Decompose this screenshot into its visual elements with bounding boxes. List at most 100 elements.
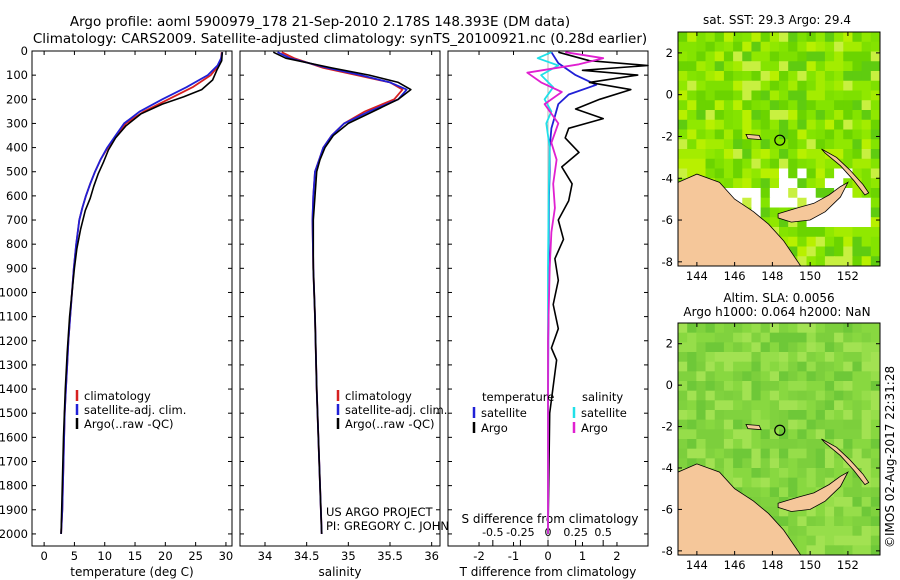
map-cell (769, 410, 780, 421)
map-cell (760, 51, 771, 62)
map-cell (834, 178, 844, 189)
map-cell (843, 217, 854, 228)
map-cell (834, 545, 844, 555)
map-cell (852, 71, 863, 82)
map-cell (797, 139, 808, 150)
y-tick-label: 500 (6, 165, 28, 179)
map-cell (815, 390, 826, 401)
map-cell (742, 487, 753, 498)
map-cell (797, 439, 808, 450)
map-cell (870, 71, 880, 82)
map-cell (779, 410, 789, 421)
map-x-tick-label: 150 (799, 269, 821, 283)
map-cell (861, 371, 872, 382)
map-cell (824, 419, 835, 430)
map-cell (843, 110, 854, 121)
map-cell (678, 110, 688, 121)
map-cell (760, 361, 771, 372)
s-axis-label: S difference from climatology (462, 512, 639, 526)
map-cell (779, 439, 789, 450)
y-tick-label: 1800 (0, 479, 28, 493)
map-cell (733, 178, 743, 189)
map-cell (861, 516, 872, 527)
map-cell (815, 61, 826, 72)
map-cell (852, 236, 863, 248)
map-cell (815, 419, 826, 430)
map-cell (870, 458, 880, 469)
map-cell (852, 110, 863, 121)
map-cell (751, 487, 762, 498)
map-cell (742, 119, 753, 131)
map-cell (870, 110, 880, 121)
legend-group-title: salinity (582, 390, 623, 404)
map-cell (723, 458, 734, 469)
map-cell (861, 32, 872, 43)
map-cell (714, 41, 725, 53)
map-cell (696, 429, 707, 440)
map-cell (870, 419, 880, 430)
map-cell (870, 246, 880, 257)
map-cell (769, 332, 780, 343)
map-cell (751, 90, 762, 101)
map-cell (723, 332, 734, 343)
legend-label: satellite (581, 406, 627, 420)
map-cell (769, 168, 780, 179)
map-cell (779, 448, 789, 459)
map-cell (723, 448, 734, 459)
salinity-panel: 34 34.5 35 35.5 36 salinity climatologysatelli… (239, 50, 474, 579)
map-cell (861, 71, 872, 82)
map-cell (834, 129, 844, 140)
map-x-tick-label: 144 (686, 558, 708, 572)
map-cell (687, 410, 697, 421)
map-cell (834, 390, 844, 401)
map-cell (751, 352, 762, 363)
map-cell (779, 323, 789, 334)
map-cell (815, 227, 826, 238)
map-cell (760, 487, 771, 498)
map-cell (806, 342, 817, 353)
map-cell (797, 61, 808, 72)
map-cell (696, 71, 707, 82)
map-cell (751, 139, 762, 150)
x-tick-label: 30 (219, 549, 234, 563)
map-cell (687, 61, 697, 72)
map-cell (815, 458, 826, 469)
map-cell (870, 119, 880, 131)
map-cell (806, 188, 817, 199)
map-cell (769, 487, 780, 498)
map-cell (779, 110, 789, 121)
map-cell (687, 158, 697, 170)
map-cell (760, 381, 771, 392)
map-cell (806, 149, 817, 160)
map-cell (824, 139, 835, 150)
map-cell (678, 458, 688, 469)
map-y-tick-label: -6 (662, 502, 673, 516)
map-cell (870, 129, 880, 140)
map-cell (806, 526, 817, 537)
map-cell (779, 468, 789, 479)
map-cell (797, 149, 808, 160)
map-cell (779, 332, 789, 343)
map-cell (852, 149, 863, 160)
map-cell (714, 390, 725, 401)
map-cell (779, 361, 789, 372)
map-cell (769, 139, 780, 150)
map-cell (678, 352, 688, 363)
map-cell (788, 168, 798, 179)
map-cell (714, 80, 725, 92)
map-cell (815, 158, 826, 170)
map-cell (723, 119, 734, 131)
map-cell (779, 188, 789, 199)
map-cell (742, 158, 753, 170)
map-cell (870, 32, 880, 43)
map-cell (751, 158, 762, 170)
map-cell (733, 80, 743, 92)
map-cell (769, 149, 780, 160)
map-cell (742, 390, 753, 401)
map-cell (678, 381, 688, 392)
map-cell (696, 100, 707, 111)
map-cell (769, 477, 780, 488)
map-cell (723, 51, 734, 62)
map-cell (769, 468, 780, 479)
map-cell (824, 477, 835, 488)
